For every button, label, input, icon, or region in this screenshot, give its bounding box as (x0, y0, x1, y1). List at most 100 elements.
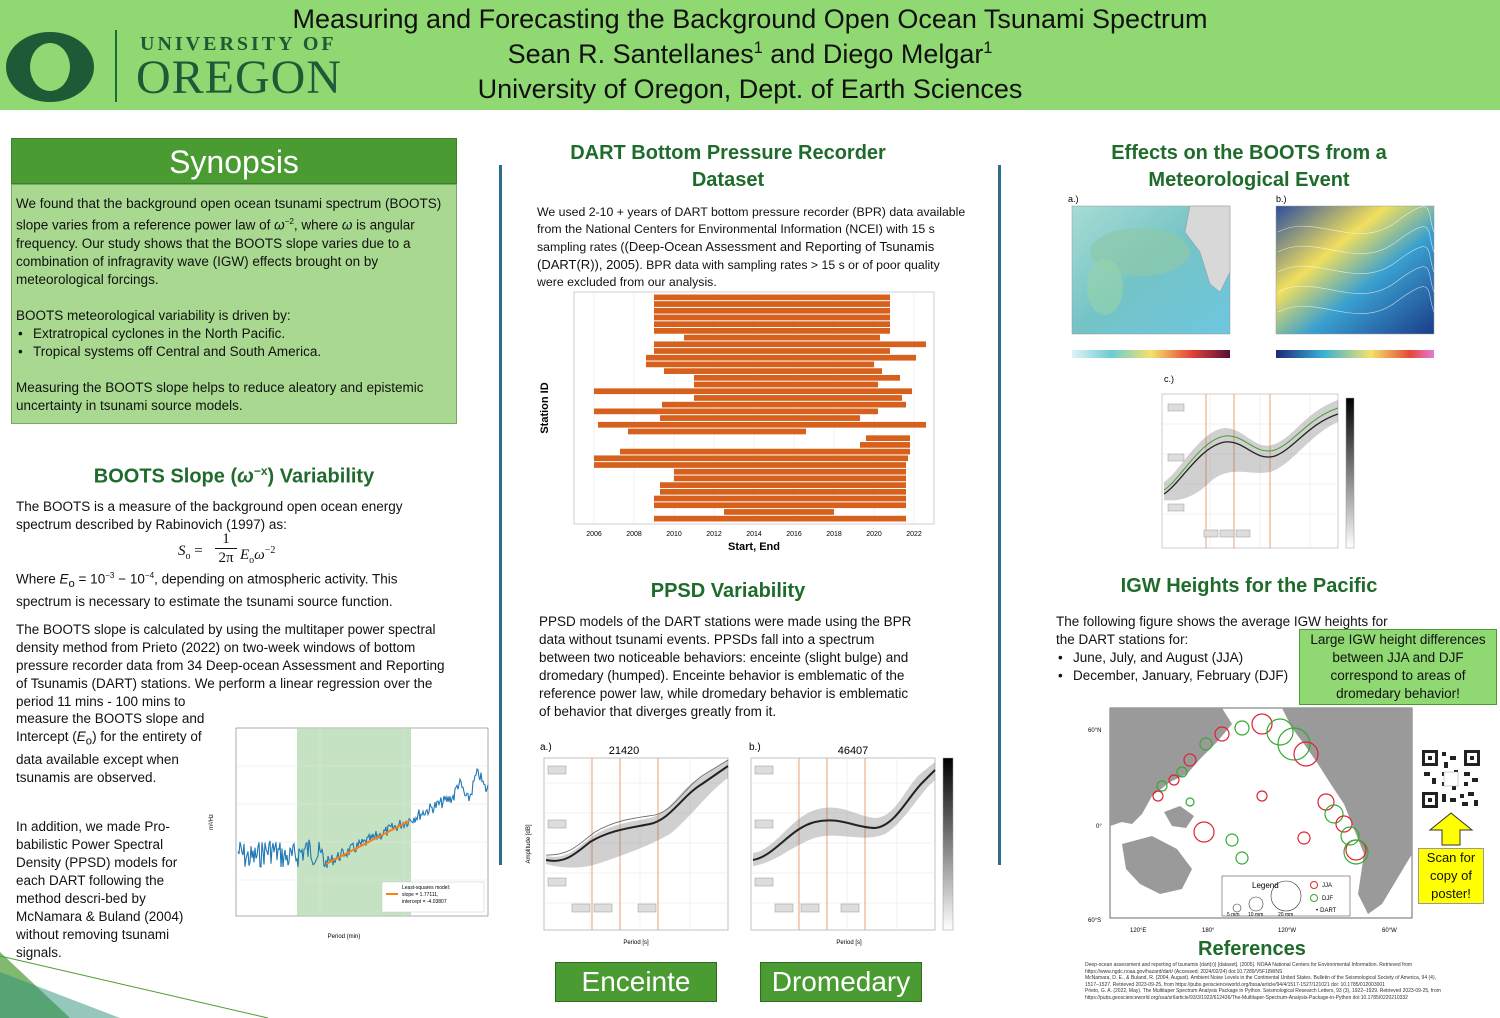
legend-title: Legend (1252, 881, 1279, 890)
poster-title: Measuring and Forecasting the Background… (292, 4, 1208, 34)
panel-a-letter: a.) (540, 742, 552, 753)
synopsis-paragraph-2: BOOTS meteorological variability is driv… (16, 307, 291, 323)
poster-affiliation: University of Oregon, Dept. of Earth Sci… (477, 74, 1023, 104)
dart-station-bar-23 (620, 448, 910, 455)
oregon-o-logo-icon (6, 32, 94, 102)
dromedary-label: Dromedary (760, 962, 922, 1002)
dart-station-bar-11 (664, 368, 882, 374)
spectrum-line (237, 768, 489, 868)
dart-station-chart: 2006 2008 2010 2012 2014 2016 2018 2020 2022 Sta… (539, 291, 935, 553)
synopsis-box: We found that the background open ocean … (11, 184, 457, 424)
dart-station-bar-2 (654, 307, 890, 314)
panel-b-station: 46407 (838, 745, 869, 757)
dart-station-bar-24 (594, 455, 908, 462)
dart-x-tick-4: 2014 (746, 531, 762, 538)
dart-x-tick-6: 2018 (826, 531, 842, 538)
logo-university-text: UNIVERSITY OF (140, 33, 337, 55)
ppsd-panel-a: a.) 21420 Period [s] Amplitude [dB] (526, 742, 729, 946)
ppsd-panel-b: b.) 46407 Period [s] (749, 742, 954, 946)
logo-oregon-text: OREGON (136, 51, 342, 104)
dart-title: DART Bottom Pressure Recorder Dataset (570, 142, 886, 191)
logo-divider (115, 30, 117, 102)
dart-station-bar-9 (646, 354, 916, 361)
dart-station-bar-32 (724, 509, 834, 515)
poster-authors: Sean R. Santellanes1 and Diego Melgar1 (0, 39, 1500, 70)
boots-equation: So = 1 2π Eoω−2 (178, 531, 276, 566)
dart-x-tick-2: 2010 (666, 531, 682, 538)
plot-ylabel: m²/Hz (209, 814, 215, 830)
reference-item: Deep-ocean assessment and reporting of t… (1085, 962, 1413, 975)
author-1-affil: 1 (753, 39, 763, 57)
igw-callout: Large IGW height differences between JJA… (1299, 629, 1497, 705)
boots-slope-p3-cont: measure the BOOTS slope and Intercept (E… (16, 711, 205, 785)
dart-station-bar-14 (594, 388, 912, 395)
panel-b-xlabel: Period [s] (836, 940, 862, 946)
ppsd-panel-c: c.) (1161, 374, 1355, 549)
wind-map-b: b.) (1275, 194, 1435, 358)
dart-station-bar-33 (654, 515, 906, 522)
lat-0: 0° (1096, 824, 1102, 830)
legend-djf: DJF (1322, 896, 1333, 902)
column-divider-2 (998, 165, 1001, 865)
dart-station-bar-7 (654, 341, 926, 348)
references-title: References (1198, 938, 1306, 960)
lon-120w: 120°W (1278, 928, 1296, 934)
meteo-title: Effects on the BOOTS from a Meteorologic… (1111, 142, 1387, 191)
igw-bullets: June, July, and August (JJA) December, J… (1056, 649, 1296, 685)
lon-60w: 60°W (1382, 928, 1397, 934)
panel-a-ylabel: Amplitude [dB] (526, 824, 532, 863)
panel-b-label: b.) (1276, 194, 1287, 204)
boots-slope-p1: The BOOTS is a measure of the background… (16, 499, 403, 532)
poster-header: UNIVERSITY OF OREGON Measuring and Forec… (0, 0, 1500, 110)
boots-spectrum-plot: Least-squares model: slope = 1.77111, in… (209, 727, 489, 940)
igw-title: IGW Heights for the Pacific (1120, 575, 1378, 597)
dart-station-bar-27 (674, 475, 906, 482)
lat-60n: 60°N (1088, 728, 1101, 734)
ppsd-text: PPSD models of the DART stations were ma… (539, 614, 912, 719)
dart-station-bar-16 (662, 401, 906, 408)
legend-title: Least-squares model: (402, 885, 450, 891)
synopsis-paragraph-1: We found that the background open ocean … (16, 196, 442, 287)
dart-station-bar-13 (694, 381, 878, 388)
scan-for-copy-note: Scan for copy of poster! (1418, 848, 1484, 904)
dart-station-bar-20 (628, 428, 806, 435)
dart-station-bar-0 (654, 294, 890, 301)
dart-x-tick-0: 2006 (586, 531, 602, 538)
dart-station-bar-10 (646, 361, 874, 368)
dart-station-bar-31 (654, 502, 906, 509)
reference-item: McNamara, D. E., & Buland, R. (2004, Aug… (1085, 975, 1437, 988)
dart-station-bar-25 (594, 462, 906, 468)
lon-180: 180° (1202, 928, 1215, 934)
legend-slope: slope = 1.77111, (402, 892, 438, 898)
reference-item: Prieto, G. A. (2022, May). The Multitape… (1085, 988, 1441, 1001)
dart-x-tick-1: 2008 (626, 531, 642, 538)
dart-station-bar-5 (654, 328, 890, 334)
lat-60s: 60°S (1088, 918, 1101, 924)
ppsd-colorbar (942, 757, 954, 931)
boots-slope-p2: Where Eo = 10−3 − 10−4, depending on atm… (16, 571, 398, 610)
dart-station-bar-1 (654, 301, 890, 307)
enceinte-label: Enceinte (555, 962, 717, 1002)
legend-20mm: 20 mm (1278, 912, 1293, 918)
dart-station-bar-19 (598, 421, 926, 428)
panel-c-label: c.) (1164, 374, 1174, 384)
boots-slope-title: BOOTS Slope (ω−x) Variability (93, 464, 375, 488)
dart-station-bar-12 (694, 374, 900, 381)
column-divider-1 (499, 165, 502, 865)
qr-code-icon[interactable] (1420, 748, 1482, 810)
panel-a-xlabel: Period [s] (623, 940, 649, 946)
legend-jja: JJA (1322, 883, 1332, 889)
igw-text: The following figure shows the average I… (1056, 614, 1388, 647)
panel-c-colorbar (1345, 397, 1355, 549)
ppsd-title: PPSD Variability (650, 580, 806, 602)
legend-5mm: 5 mm (1227, 912, 1240, 918)
list-item: December, January, February (DJF) (1056, 667, 1296, 685)
list-item: Extratropical cyclones in the North Paci… (16, 325, 452, 343)
panel-a-label: a.) (1068, 194, 1079, 204)
igw-legend (1221, 875, 1351, 917)
corner-decoration (0, 952, 269, 1018)
arrow-up-icon (1428, 812, 1474, 846)
panel-b-letter: b.) (749, 742, 761, 753)
dart-station-bar-4 (654, 321, 890, 328)
list-item: Tropical systems off Central and South A… (16, 343, 452, 361)
